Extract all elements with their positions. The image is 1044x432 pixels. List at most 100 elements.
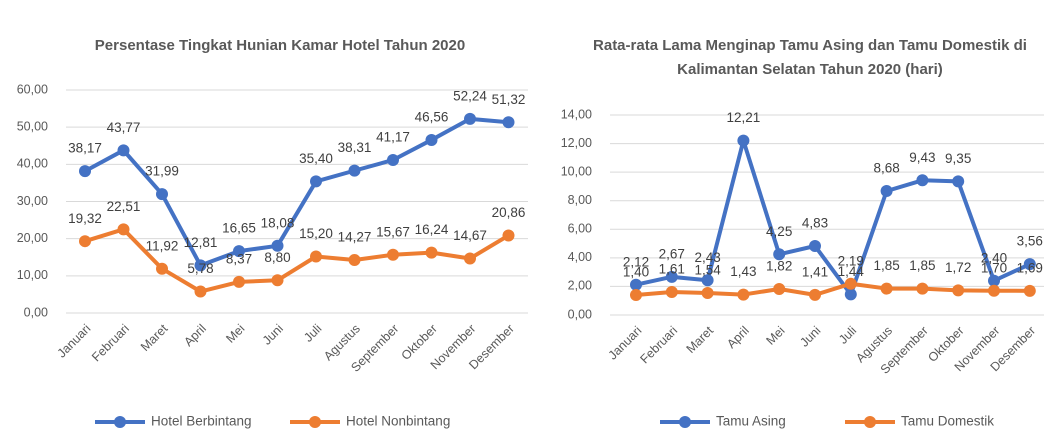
x-tick-label: April xyxy=(181,322,209,350)
y-tick-label: 2,00 xyxy=(568,279,592,293)
data-point xyxy=(271,239,284,252)
x-tick-label: Maret xyxy=(138,321,171,354)
data-label: 38,17 xyxy=(68,141,102,156)
data-point xyxy=(502,116,515,129)
data-label: 1,54 xyxy=(694,263,721,278)
data-point xyxy=(348,253,361,266)
data-point xyxy=(701,287,714,299)
series-line xyxy=(84,116,509,268)
data-point xyxy=(665,286,678,298)
data-point xyxy=(773,283,786,295)
x-tick-label: Juni xyxy=(260,322,286,348)
data-point xyxy=(502,229,515,242)
y-tick-label: 30,00 xyxy=(17,194,48,208)
data-point xyxy=(233,275,245,288)
data-label: 18,08 xyxy=(261,215,295,230)
data-label: 41,17 xyxy=(376,130,410,145)
legend-marker xyxy=(864,416,876,428)
data-point xyxy=(916,282,929,295)
data-label: 31,99 xyxy=(145,164,179,179)
data-label: 5,78 xyxy=(187,261,213,276)
data-label: 14,67 xyxy=(453,228,487,243)
data-point xyxy=(952,175,965,188)
data-label: 2,67 xyxy=(659,246,685,261)
data-point xyxy=(630,278,642,291)
data-label: 1,43 xyxy=(730,264,756,279)
data-label: 20,86 xyxy=(492,205,526,220)
x-tick-label: Februari xyxy=(637,324,680,367)
data-label: 52,24 xyxy=(453,88,487,103)
y-tick-label: 0,00 xyxy=(24,305,48,319)
y-tick-label: 6,00 xyxy=(568,222,592,236)
data-point xyxy=(271,274,284,287)
data-point xyxy=(117,144,130,157)
data-point xyxy=(952,284,965,297)
data-label: 19,32 xyxy=(68,211,102,226)
data-point xyxy=(387,248,399,261)
data-label: 1,40 xyxy=(623,265,649,280)
chart-title: Rata-rata Lama Menginap Tamu Asing dan T… xyxy=(593,37,1027,78)
data-label: 3,56 xyxy=(1017,234,1043,249)
y-tick-label: 12,00 xyxy=(561,136,592,150)
data-point xyxy=(880,185,893,197)
legend-label: Hotel Nonbintang xyxy=(346,414,450,429)
data-label: 51,32 xyxy=(492,92,526,107)
data-label: 1,85 xyxy=(909,258,935,273)
data-point xyxy=(156,262,168,275)
data-point xyxy=(79,165,91,178)
data-point xyxy=(233,245,245,258)
data-label: 15,20 xyxy=(299,226,333,241)
data-label: 9,35 xyxy=(945,151,971,166)
data-label: 46,56 xyxy=(415,110,449,125)
y-tick-label: 50,00 xyxy=(17,119,48,133)
data-label: 9,43 xyxy=(909,150,935,165)
data-point xyxy=(809,288,821,301)
data-label: 1,61 xyxy=(659,262,685,277)
data-point xyxy=(880,282,893,295)
legend-marker xyxy=(309,416,321,428)
y-tick-label: 40,00 xyxy=(17,157,48,171)
x-tick-label: Mei xyxy=(764,324,788,348)
data-label: 1,41 xyxy=(802,264,828,279)
data-label: 8,37 xyxy=(226,251,252,266)
series-line xyxy=(84,227,510,294)
x-tick-label: Juli xyxy=(301,322,324,345)
data-point xyxy=(665,270,678,283)
x-tick-label: Maret xyxy=(684,323,717,356)
data-label: 12,21 xyxy=(727,110,761,125)
x-tick-label: Juli xyxy=(836,324,859,347)
data-label: 2,43 xyxy=(694,250,720,265)
data-label: 11,92 xyxy=(146,238,179,253)
data-label: 1,72 xyxy=(945,260,971,275)
y-tick-label: 10,00 xyxy=(561,164,592,178)
data-point xyxy=(348,164,361,177)
data-label: 15,67 xyxy=(376,224,410,239)
data-point xyxy=(425,133,438,146)
data-point xyxy=(310,250,322,263)
data-point xyxy=(79,235,91,248)
data-point xyxy=(117,223,130,236)
x-tick-label: Juni xyxy=(797,324,823,350)
chart-title: Persentase Tingkat Hunian Kamar Hotel Ta… xyxy=(94,37,466,54)
y-tick-label: 4,00 xyxy=(568,250,592,264)
legend-label: Tamu Asing xyxy=(716,414,786,429)
data-point xyxy=(464,112,476,125)
data-label: 12,81 xyxy=(184,235,218,250)
data-label: 2,12 xyxy=(623,254,649,269)
data-label: 2,40 xyxy=(981,250,1007,265)
y-tick-label: 14,00 xyxy=(561,107,592,121)
x-tick-label: Mei xyxy=(223,322,247,346)
data-point xyxy=(773,248,786,261)
data-point xyxy=(844,288,857,301)
data-label: 22,51 xyxy=(107,199,141,214)
data-point xyxy=(916,174,929,187)
data-point xyxy=(844,277,857,290)
x-tick-label: Februari xyxy=(89,322,132,365)
data-label: 35,40 xyxy=(299,151,333,166)
data-point xyxy=(425,246,438,259)
data-label: 16,65 xyxy=(222,221,256,236)
data-point xyxy=(464,252,476,265)
data-point xyxy=(809,240,821,252)
